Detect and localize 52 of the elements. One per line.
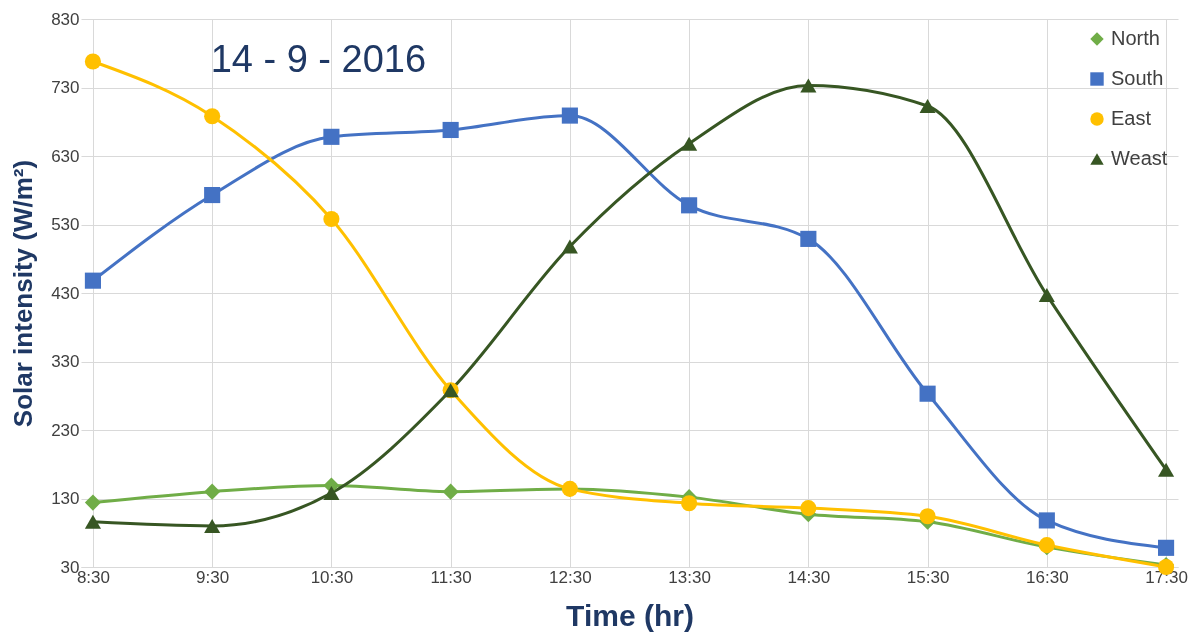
- x-tick-label: 14:30: [787, 567, 831, 587]
- point: [204, 483, 221, 500]
- point: [800, 78, 817, 93]
- point: [84, 272, 101, 289]
- point: [84, 53, 101, 70]
- point: [919, 508, 936, 525]
- y-axis-title: Solar intensity (W/m²): [8, 159, 39, 428]
- point: [1038, 288, 1055, 303]
- x-tick-label: 9:30: [196, 567, 230, 587]
- x-tick-label: 16:30: [1026, 567, 1069, 587]
- point: [919, 385, 936, 402]
- legend-label: North: [1111, 27, 1160, 49]
- point: [800, 230, 817, 247]
- y-tick-label: 730: [51, 78, 80, 97]
- x-axis-title: Time (hr): [566, 598, 694, 632]
- legend-label: Weast: [1111, 147, 1168, 169]
- point: [442, 121, 459, 139]
- point: [561, 107, 578, 124]
- point: [681, 136, 698, 151]
- y-tick-label: 230: [51, 420, 80, 440]
- y-tick-label: 430: [51, 283, 80, 303]
- legend-label: East: [1111, 107, 1152, 129]
- point: [681, 495, 698, 512]
- point: [919, 99, 936, 113]
- x-tick-label: 17:30: [1145, 567, 1188, 587]
- x-tick-label: 13:30: [668, 567, 711, 587]
- point: [204, 108, 221, 125]
- point: [84, 514, 101, 529]
- point: [323, 486, 340, 500]
- legend-label: South: [1111, 67, 1164, 89]
- text: 14 - 9 - 2016: [210, 38, 427, 80]
- point: [84, 494, 101, 511]
- point: [800, 500, 817, 517]
- x-tick-label: 12:30: [549, 567, 592, 587]
- point: [1038, 512, 1055, 529]
- point: [681, 197, 698, 214]
- y-tick-label: 330: [51, 352, 80, 371]
- point: [323, 128, 340, 145]
- y-tick-label: 830: [51, 9, 80, 29]
- y-tick-label: 630: [51, 146, 80, 166]
- point: [1158, 539, 1175, 556]
- point: [204, 186, 221, 204]
- point: [561, 239, 578, 254]
- point: [323, 210, 340, 228]
- point: [442, 483, 459, 500]
- x-tick-label: 11:30: [430, 567, 472, 587]
- y-tick-label: 530: [51, 215, 80, 234]
- y-tick-label: 130: [51, 489, 80, 508]
- point: [204, 518, 221, 533]
- x-tick-label: 15:30: [906, 567, 950, 587]
- point: [1158, 462, 1175, 477]
- x-tick-label: 10:30: [310, 567, 354, 587]
